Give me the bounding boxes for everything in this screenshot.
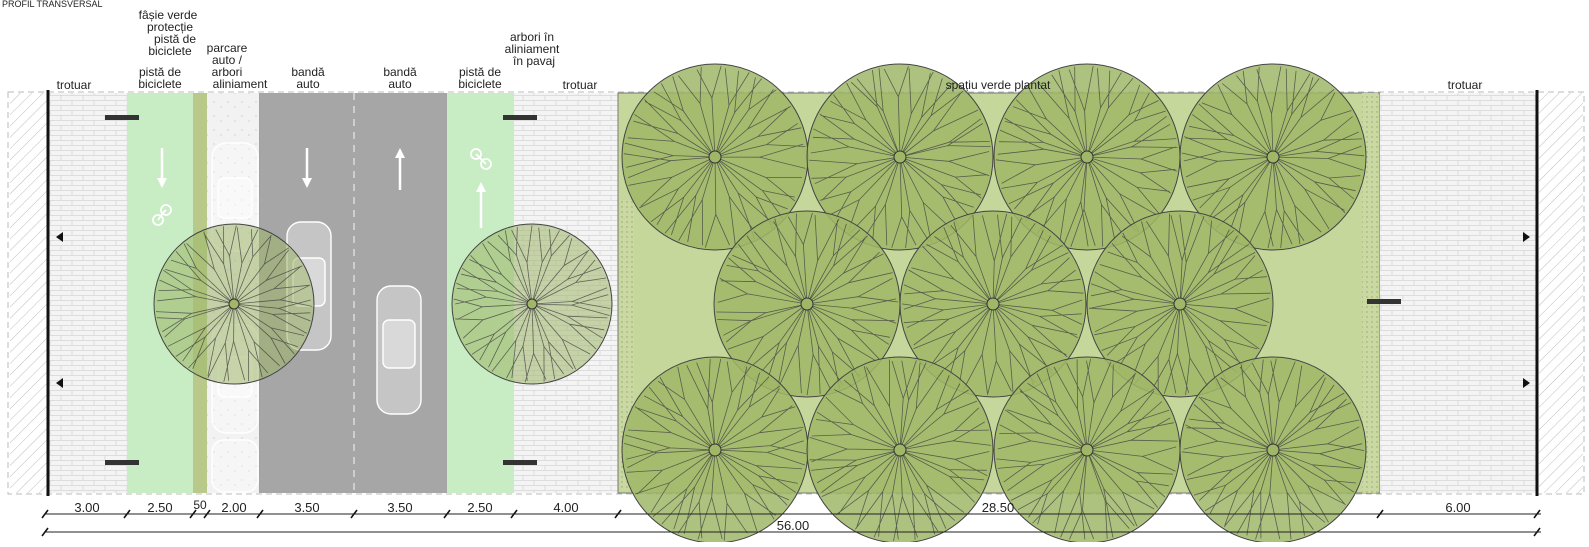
tree-canopy-icon xyxy=(713,210,901,398)
label-lane-2b: auto xyxy=(388,77,412,91)
dim-parking: 2.00 xyxy=(221,500,246,515)
label-bike-right-2: biciclete xyxy=(458,77,502,91)
dim-lane-1: 3.50 xyxy=(294,500,319,515)
tree-canopy-icon xyxy=(806,63,994,251)
left-edge-hatch xyxy=(10,93,47,493)
label-street-trees-1: arbori în xyxy=(510,30,554,44)
arrow-icon xyxy=(157,148,486,228)
dimension-ticks xyxy=(41,509,1541,537)
bicycle-icon xyxy=(152,148,492,226)
label-parking-1: parcare xyxy=(207,41,248,55)
bench-marker xyxy=(503,460,537,465)
dimension-values: 3.00 2.50 50 2.00 3.50 3.50 2.50 4.00 28… xyxy=(74,498,1470,533)
right-edge-hatch xyxy=(1539,93,1583,493)
label-green-strip-1: fâșie verde xyxy=(139,8,198,22)
label-parking-4: aliniament xyxy=(213,77,268,91)
tree-canopy-icon xyxy=(621,63,809,251)
label-bike-left-2: biciclete xyxy=(138,77,182,91)
dim-lane-2: 3.50 xyxy=(387,500,412,515)
label-trotuar-right: trotuar xyxy=(1448,78,1483,92)
dim-green-strip: 50 xyxy=(193,498,207,512)
bench-marker xyxy=(1367,299,1401,304)
label-parking-3: arbori xyxy=(212,65,243,79)
label-green-strip-2: protecție xyxy=(147,20,193,34)
tree-canopy-icon xyxy=(899,210,1087,398)
page-title: PROFIL TRANSVERSAL xyxy=(2,0,103,9)
label-street-trees-2: aliniament xyxy=(505,42,560,56)
sidewalk-left xyxy=(49,93,127,493)
label-bike-right-1: pistă de xyxy=(459,65,501,79)
dim-trotuar-left: 3.00 xyxy=(74,500,99,515)
label-street-trees-3: în pavaj xyxy=(512,54,555,68)
label-parking-2: auto / xyxy=(212,53,243,67)
label-trotuar-mid: trotuar xyxy=(563,78,598,92)
bench-marker xyxy=(503,115,537,120)
label-green-strip-3: pistă de xyxy=(154,32,196,46)
label-green-strip-4: biciclete xyxy=(148,44,192,58)
label-lane-2a: bandă xyxy=(383,65,417,79)
dim-bike-right: 2.50 xyxy=(467,500,492,515)
dimension-lines xyxy=(45,513,1541,533)
bench-marker xyxy=(105,115,139,120)
dim-bike-left: 2.50 xyxy=(147,500,172,515)
label-bike-left-1: pistă de xyxy=(139,65,181,79)
dim-trotuar-mid: 4.00 xyxy=(553,500,578,515)
tree-canopy-icon xyxy=(451,223,613,385)
sidewalk-right xyxy=(1380,93,1536,493)
triangle-marker-icon xyxy=(56,232,1530,388)
tree-canopy-icon xyxy=(153,223,315,385)
tree-canopy-icon xyxy=(1179,63,1367,251)
label-lane-1a: bandă xyxy=(291,65,325,79)
zone-labels: trotuar fâșie verde protecție pistă de b… xyxy=(57,8,1483,92)
label-green-space: spațiu verde plantat xyxy=(946,78,1051,92)
dim-total: 56.00 xyxy=(777,518,810,533)
tree-canopy-icon xyxy=(993,63,1181,251)
tree-canopy-icon xyxy=(153,63,1367,544)
bench-marker xyxy=(105,460,139,465)
dim-trotuar-right: 6.00 xyxy=(1445,500,1470,515)
label-lane-1b: auto xyxy=(296,77,320,91)
dim-green-space: 28.50 xyxy=(982,500,1015,515)
label-trotuar-left: trotuar xyxy=(57,78,92,92)
tree-canopy-icon xyxy=(1086,210,1274,398)
